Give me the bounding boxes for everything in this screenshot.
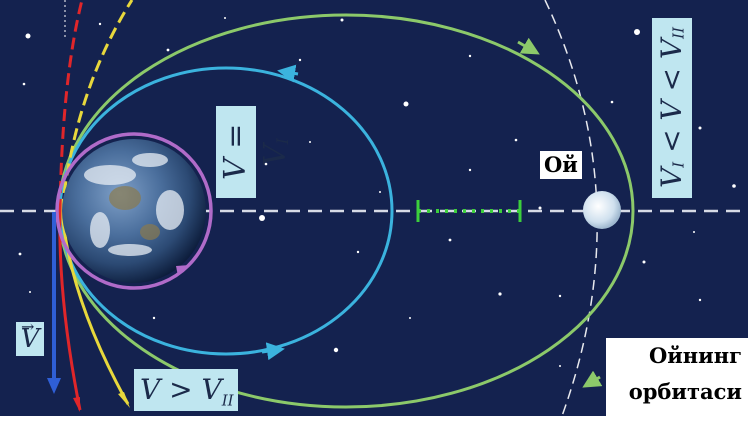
circular-orbit <box>55 132 213 290</box>
moon <box>583 191 621 229</box>
vector-arrow-icon: → <box>21 317 35 336</box>
hyperbola-arrowhead <box>73 397 80 412</box>
small-orbit-arrow-top <box>277 64 299 83</box>
label-velocity-vector: → V <box>16 317 44 356</box>
earth-land <box>109 186 160 240</box>
small-orbit-arrow-bottom <box>261 342 285 361</box>
earth-clouds <box>84 153 184 256</box>
label-circular-velocity: V = VI <box>216 106 293 198</box>
label-moon: Ой <box>540 151 582 179</box>
large-orbit-arrow-bottom <box>582 370 603 388</box>
large-orbit-arrow-top <box>517 37 540 55</box>
stars <box>18 17 736 398</box>
velocity-vector-arrowhead <box>47 378 61 394</box>
circular-orbit-arrowhead <box>176 265 190 276</box>
label-moon-orbit: Ойнинг орбитаси <box>606 338 748 416</box>
parabolic-trajectory <box>60 210 130 405</box>
parabola-arrowhead <box>118 392 130 408</box>
hyperbolic-trajectory-top <box>58 0 84 212</box>
label-elliptic-velocity-range: VI < V < VII <box>652 18 692 198</box>
parabolic-trajectory-top <box>60 0 134 212</box>
label-escape-velocity: V > VII <box>134 369 238 411</box>
